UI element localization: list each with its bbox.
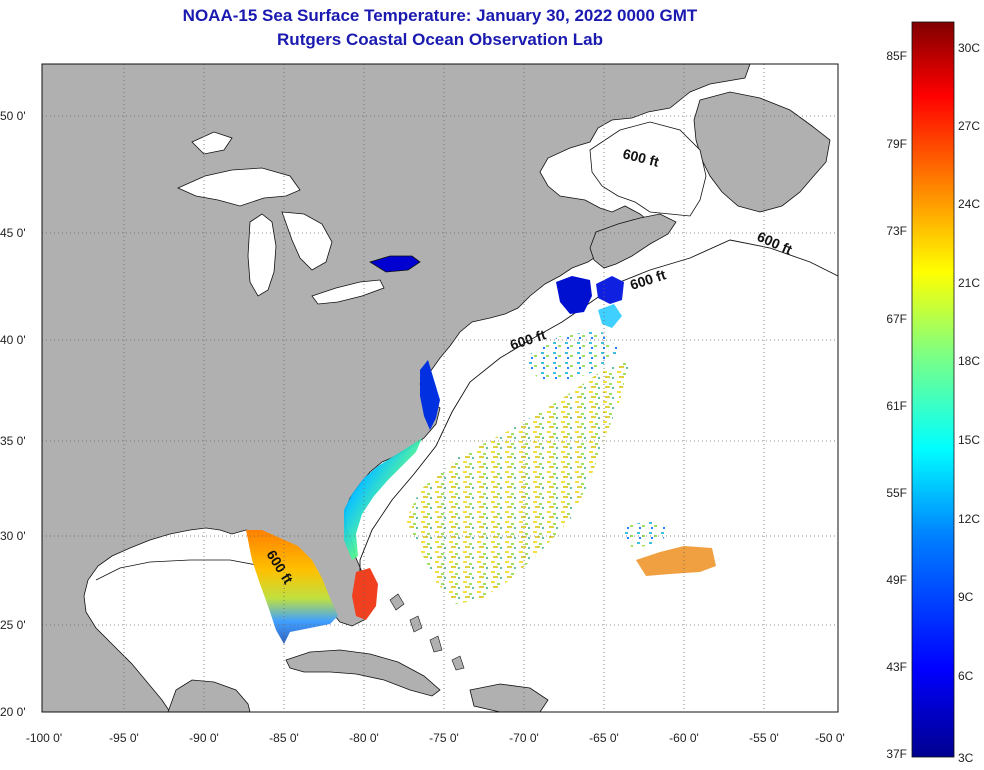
colorbar-f-label: 73F: [886, 224, 907, 238]
sst-georges-bank: [596, 276, 624, 304]
colorbar-c-label: 12C: [958, 512, 980, 526]
lat-label: 35 0': [0, 434, 26, 448]
colorbar-f-label: 49F: [886, 573, 907, 587]
lake-huron: [281, 211, 333, 271]
yucatan-land: [167, 679, 251, 712]
lon-label: -90 0': [189, 731, 219, 745]
cuba-land: [285, 649, 441, 697]
sst-scotian-cyan: [598, 304, 622, 328]
lon-label: -55 0': [749, 731, 779, 745]
colorbar-c-label: 3C: [958, 751, 974, 765]
map-subtitle: Rutgers Coastal Ocean Observation Lab: [277, 30, 603, 49]
colorbar-c-label: 6C: [958, 669, 974, 683]
sst-gulf-swath: [246, 530, 338, 644]
lon-label: -70 0': [509, 731, 539, 745]
longitude-axis: -100 0' -95 0' -90 0' -85 0' -80 0' -75 …: [26, 731, 845, 745]
lon-label: -100 0': [26, 731, 62, 745]
colorbar-c-label: 21C: [958, 276, 980, 290]
lon-label: -50 0': [815, 731, 845, 745]
sst-offshore-speckle: [406, 360, 630, 604]
lon-label: -65 0': [589, 731, 619, 745]
sst-offshore-speckle-blue: [520, 330, 620, 380]
nova-scotia-land: [589, 213, 677, 269]
lat-label: 25 0': [0, 618, 26, 632]
lon-label: -85 0': [269, 731, 299, 745]
colorbar-c-label: 27C: [958, 119, 980, 133]
sst-eastern-patch: [636, 546, 716, 576]
gulf-st-lawrence: [589, 121, 707, 217]
map-title: NOAA-15 Sea Surface Temperature: January…: [182, 6, 698, 25]
sst-florida-straits: [352, 568, 378, 620]
colorbar-c-label: 24C: [958, 197, 980, 211]
colorbar-f-label: 55F: [886, 486, 907, 500]
colorbar-f-label: 67F: [886, 312, 907, 326]
hispaniola-land: [469, 683, 549, 712]
map-grid: [42, 64, 838, 712]
bahamas-islands: [389, 593, 465, 671]
map-frame: [41, 63, 839, 713]
lat-label: 30 0': [0, 529, 26, 543]
sst-gulf-of-maine: [556, 276, 592, 314]
sst-coastal-band: [344, 438, 422, 560]
color-bar: 85F 79F 73F 67F 61F 55F 49F 43F 37F 30C …: [886, 21, 980, 765]
colorbar-c-label: 9C: [958, 590, 974, 604]
colorbar-c-label: 18C: [958, 354, 980, 368]
lat-label: 45 0': [0, 226, 26, 240]
lon-label: -95 0': [109, 731, 139, 745]
lon-label: -80 0': [349, 731, 379, 745]
colorbar-f-label: 85F: [886, 49, 907, 63]
sst-chesapeake: [420, 360, 440, 430]
lon-label: -60 0': [669, 731, 699, 745]
colorbar-f-label: 61F: [886, 399, 907, 413]
lat-label: 20 0': [0, 705, 26, 719]
sst-eastern-patch-cool: [620, 520, 670, 548]
colorbar-c-label: 15C: [958, 433, 980, 447]
lake-superior: [177, 167, 301, 207]
lake-erie: [311, 279, 385, 305]
colorbar-c-label: 30C: [958, 41, 980, 55]
lake-michigan: [247, 213, 277, 297]
latitude-axis: 50 0' 45 0' 40 0' 35 0' 30 0' 25 0' 20 0…: [0, 109, 26, 719]
hudson-bay-lake: [191, 131, 233, 155]
lon-label: -75 0': [429, 731, 459, 745]
lat-label: 50 0': [0, 109, 26, 123]
lake-ontario: [369, 255, 421, 273]
colorbar-f-label: 43F: [886, 660, 907, 674]
lat-label: 40 0': [0, 333, 26, 347]
colorbar-f-label: 37F: [886, 747, 907, 761]
color-bar-gradient: [911, 21, 955, 758]
colorbar-f-label: 79F: [886, 137, 907, 151]
